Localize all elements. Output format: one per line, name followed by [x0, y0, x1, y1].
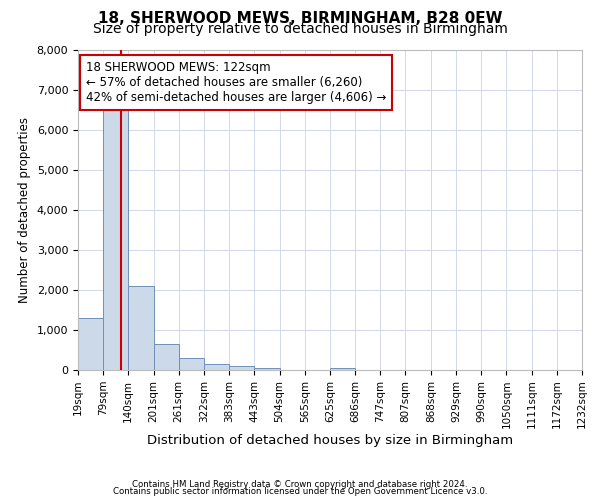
Text: Size of property relative to detached houses in Birmingham: Size of property relative to detached ho…: [92, 22, 508, 36]
Bar: [330, 368, 355, 370]
Bar: [179, 358, 204, 370]
Bar: [103, 106, 128, 370]
Text: 18, SHERWOOD MEWS, BIRMINGHAM, B28 0EW: 18, SHERWOOD MEWS, BIRMINGHAM, B28 0EW: [98, 11, 502, 26]
Text: 18 SHERWOOD MEWS: 122sqm
← 57% of detached houses are smaller (6,260)
42% of sem: 18 SHERWOOD MEWS: 122sqm ← 57% of detach…: [86, 61, 386, 104]
Y-axis label: Number of detached properties: Number of detached properties: [18, 117, 31, 303]
Bar: [154, 344, 179, 370]
Text: Contains HM Land Registry data © Crown copyright and database right 2024.: Contains HM Land Registry data © Crown c…: [132, 480, 468, 489]
Text: Contains public sector information licensed under the Open Government Licence v3: Contains public sector information licen…: [113, 487, 487, 496]
Bar: [229, 366, 254, 370]
Bar: [78, 318, 103, 370]
Bar: [204, 364, 229, 370]
Bar: [254, 368, 280, 370]
Bar: [128, 286, 154, 370]
X-axis label: Distribution of detached houses by size in Birmingham: Distribution of detached houses by size …: [147, 434, 513, 447]
